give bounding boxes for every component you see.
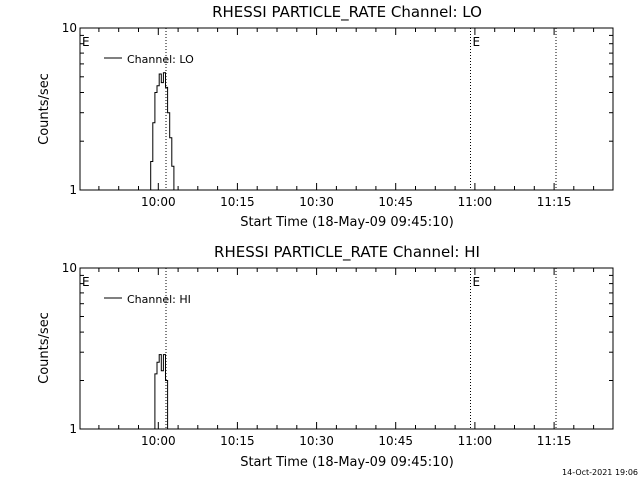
x-tick-label: 10:00 — [141, 434, 176, 448]
x-tick-label: 10:45 — [378, 195, 413, 209]
y-tick-label: 1 — [69, 422, 77, 436]
x-axis-label: Start Time (18-May-09 09:45:10) — [240, 455, 454, 470]
hi-channel-panel: RHESSI PARTICLE_RATE Channel: HI Counts/… — [37, 243, 614, 470]
x-tick-label: 10:15 — [220, 434, 255, 448]
chart-title: RHESSI PARTICLE_RATE Channel: HI — [214, 243, 480, 262]
y-axis-label: Counts/sec — [37, 312, 52, 384]
x-tick-label: 11:15 — [537, 434, 572, 448]
x-tick-label: 11:00 — [458, 434, 493, 448]
event-marker-label: E — [473, 35, 481, 49]
event-marker-label: E — [82, 275, 90, 289]
x-tick-label: 10:00 — [141, 195, 176, 209]
x-tick-label: 10:30 — [299, 434, 334, 448]
x-tick-label: 10:15 — [220, 195, 255, 209]
chart-title: RHESSI PARTICLE_RATE Channel: LO — [212, 3, 482, 22]
data-series-line — [152, 354, 170, 430]
data-series-line — [148, 72, 179, 191]
x-axis-label: Start Time (18-May-09 09:45:10) — [240, 215, 454, 230]
legend-label: Channel: LO — [127, 53, 194, 66]
x-tick-label: 10:45 — [378, 434, 413, 448]
x-tick-label: 11:00 — [458, 195, 493, 209]
plot-frame — [79, 27, 614, 191]
event-marker-label: E — [82, 35, 90, 49]
lo-channel-panel: RHESSI PARTICLE_RATE Channel: LO Counts/… — [37, 3, 614, 230]
plot-frame — [79, 267, 614, 430]
y-axis-label: Counts/sec — [37, 73, 52, 145]
x-tick-label: 11:15 — [537, 195, 572, 209]
footer-timestamp: 14-Oct-2021 19:06 — [562, 468, 638, 477]
event-marker-label: E — [473, 275, 481, 289]
x-tick-label: 10:30 — [299, 195, 334, 209]
y-tick-label: 10 — [62, 21, 77, 35]
legend-label: Channel: HI — [127, 293, 191, 306]
y-tick-label: 10 — [62, 261, 77, 275]
y-tick-label: 1 — [69, 183, 77, 197]
